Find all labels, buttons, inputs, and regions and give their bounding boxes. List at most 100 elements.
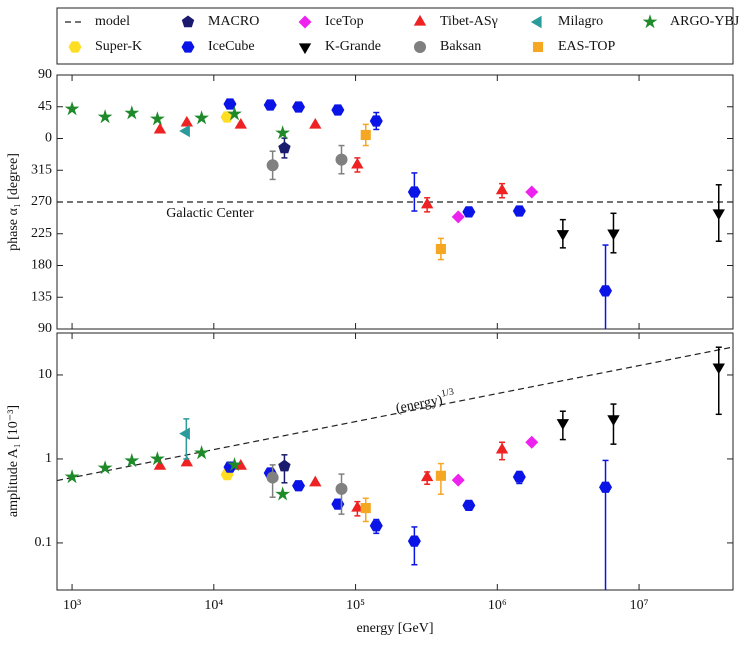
marker xyxy=(435,470,446,481)
marker xyxy=(512,205,526,217)
legend-marker xyxy=(414,41,426,53)
marker xyxy=(369,520,383,532)
marker xyxy=(351,500,364,512)
marker xyxy=(292,101,306,113)
legend-marker xyxy=(530,15,542,29)
amplitude-panel xyxy=(56,332,734,591)
y-tick-label: 0 xyxy=(45,131,52,146)
marker xyxy=(451,210,465,224)
marker xyxy=(275,486,291,501)
x-tick-label: 10⁵ xyxy=(346,598,365,613)
marker xyxy=(435,243,446,255)
legend-label: Super-K xyxy=(95,39,142,54)
marker xyxy=(179,124,190,138)
marker xyxy=(451,473,465,487)
legend-marker xyxy=(298,43,312,55)
y-tick-label: 180 xyxy=(31,258,52,273)
marker xyxy=(351,157,364,169)
y-tick-label: 225 xyxy=(31,226,52,241)
legend-label: IceCube xyxy=(208,39,255,54)
marker xyxy=(275,125,291,140)
x-axis-label: energy [GeV] xyxy=(356,621,433,636)
legend-marker xyxy=(68,41,82,53)
legend-marker xyxy=(298,15,312,29)
marker xyxy=(194,445,210,460)
marker xyxy=(309,117,322,129)
annotation: 1/3 xyxy=(440,387,455,400)
x-tick-label: 10⁶ xyxy=(488,598,507,613)
marker xyxy=(149,451,165,466)
marker xyxy=(153,122,167,134)
marker xyxy=(179,427,190,440)
marker xyxy=(64,469,80,484)
marker xyxy=(97,460,113,475)
marker xyxy=(180,455,194,467)
y-tick-label: 90 xyxy=(38,321,52,336)
marker xyxy=(227,457,242,472)
marker xyxy=(360,503,371,514)
marker xyxy=(149,111,165,126)
marker xyxy=(266,471,279,484)
marker xyxy=(335,153,348,166)
legend-marker xyxy=(181,41,195,53)
legend-label: K-Grande xyxy=(325,39,381,54)
marker xyxy=(64,101,80,116)
marker xyxy=(266,159,279,172)
marker xyxy=(194,110,210,125)
legend-box xyxy=(56,7,734,65)
marker xyxy=(331,498,345,510)
marker xyxy=(556,419,570,430)
marker xyxy=(607,229,620,241)
marker xyxy=(360,129,371,141)
legend-label: ARGO-YBJ xyxy=(670,14,740,29)
y-tick-label: 315 xyxy=(31,162,52,177)
marker xyxy=(407,186,421,198)
marker xyxy=(462,499,476,511)
y-tick-label: 10 xyxy=(38,367,52,382)
marker xyxy=(263,99,277,111)
marker xyxy=(420,197,434,209)
y-tick-label: 135 xyxy=(31,289,52,304)
marker xyxy=(495,442,509,454)
x-tick-label: 10⁴ xyxy=(204,598,223,613)
phase-axis-label: phase α₁ [degree] xyxy=(6,153,21,251)
marker xyxy=(124,453,140,468)
annotation: (energy) xyxy=(395,393,444,417)
marker xyxy=(407,535,421,547)
marker xyxy=(292,480,306,492)
marker xyxy=(309,475,322,487)
y-tick-label: 45 xyxy=(38,99,52,114)
legend-marker xyxy=(642,14,658,29)
legend-label: Tibet-ASγ xyxy=(440,14,498,29)
marker xyxy=(599,285,613,297)
marker xyxy=(599,481,613,493)
legend-label: IceTop xyxy=(325,14,364,29)
legend-marker xyxy=(413,14,427,26)
legend-label: Milagro xyxy=(558,14,603,29)
marker xyxy=(607,415,620,427)
marker xyxy=(556,230,570,241)
y-tick-label: 0.1 xyxy=(35,535,53,550)
marker xyxy=(227,106,242,121)
marker xyxy=(180,115,194,127)
y-tick-label: 90 xyxy=(38,67,52,82)
marker xyxy=(124,105,140,120)
model-line xyxy=(56,346,734,482)
x-tick-label: 10³ xyxy=(63,598,81,613)
legend-marker xyxy=(181,15,195,28)
marker xyxy=(712,363,725,375)
legend-label: EAS-TOP xyxy=(558,39,616,54)
y-tick-label: 1 xyxy=(45,451,52,466)
marker xyxy=(153,459,167,470)
marker xyxy=(495,183,509,195)
marker xyxy=(369,115,383,127)
marker xyxy=(223,98,237,110)
marker xyxy=(420,470,434,482)
legend-marker xyxy=(532,41,544,53)
marker xyxy=(512,471,526,483)
marker xyxy=(278,459,291,472)
legend-label: Baksan xyxy=(440,39,481,54)
marker xyxy=(335,482,348,495)
marker xyxy=(97,109,113,124)
